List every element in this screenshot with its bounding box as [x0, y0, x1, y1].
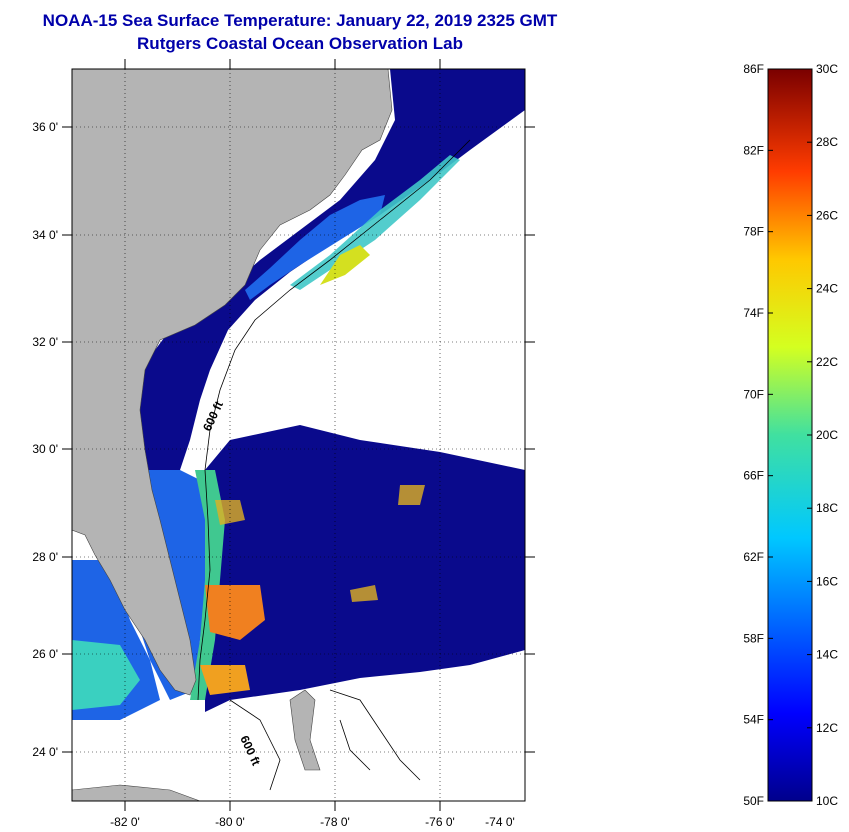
- colorbar-c-label: 24C: [816, 282, 838, 296]
- coastal-shelf-water: [245, 195, 385, 300]
- colorbar-f-label: 78F: [743, 225, 764, 239]
- lon-label-78: -78 0': [320, 815, 350, 829]
- colorbar-f-label: 66F: [743, 469, 764, 483]
- land-bahamas: [289, 689, 321, 771]
- warm-water-patch-south: [200, 665, 250, 695]
- lon-label-76: -76 0': [425, 815, 455, 829]
- bathymetry-contour: [197, 139, 471, 701]
- colorbar-c-label: 20C: [816, 428, 838, 442]
- colorbar-f-label: 82F: [743, 143, 764, 157]
- lat-label-36: 36 0': [32, 120, 58, 134]
- lat-label-24: 24 0': [32, 745, 58, 759]
- colorbar: 86F 82F 78F 74F 70F 66F 62F 58F 54F 50F 30C 28C 26C…: [743, 62, 838, 808]
- title-line-2: Rutgers Coastal Ocean Observation Lab: [137, 34, 463, 53]
- colorbar-f-ticks: 86F 82F 78F 74F 70F 66F 62F 58F 54F 50F: [743, 62, 773, 808]
- title-line-1: NOAA-15 Sea Surface Temperature: January…: [42, 11, 558, 30]
- colorbar-c-label: 18C: [816, 501, 838, 515]
- lat-label-30: 30 0': [32, 442, 58, 456]
- lat-ticks: [62, 126, 535, 753]
- colorbar-f-label: 74F: [743, 306, 764, 320]
- colorbar-f-label: 58F: [743, 631, 764, 645]
- colorbar-f-label: 70F: [743, 387, 764, 401]
- lat-label-34: 34 0': [32, 228, 58, 242]
- offshore-water: [205, 425, 525, 712]
- colorbar-c-label: 22C: [816, 355, 838, 369]
- colorbar-c-label: 28C: [816, 135, 838, 149]
- colorbar-gradient: [767, 68, 813, 802]
- land-cuba: [72, 784, 201, 801]
- colorbar-c-label: 30C: [816, 62, 838, 76]
- colorbar-c-label: 10C: [816, 794, 838, 808]
- lon-label-80: -80 0': [215, 815, 245, 829]
- gulf-stream-core: [320, 245, 370, 285]
- colorbar-f-label: 62F: [743, 550, 764, 564]
- colorbar-c-label: 26C: [816, 208, 838, 222]
- land-us: [72, 69, 393, 696]
- colorbar-f-label: 54F: [743, 713, 764, 727]
- lat-label-28: 28 0': [32, 550, 58, 564]
- lon-label-82: -82 0': [110, 815, 140, 829]
- map-area: 600 ft 600 ft: [72, 69, 525, 801]
- lon-label-74: -74 0': [485, 815, 515, 829]
- map-frame: [71, 68, 526, 802]
- colorbar-c-label: 14C: [816, 648, 838, 662]
- colorbar-c-label: 16C: [816, 574, 838, 588]
- mid-shelf-patches: [215, 485, 425, 602]
- northern-shelf-water: [130, 69, 525, 470]
- lat-label-32: 32 0': [32, 335, 58, 349]
- colorbar-f-label: 50F: [743, 794, 764, 808]
- warm-water-patch: [205, 585, 265, 640]
- colorbar-c-ticks: 30C 28C 26C 24C 22C 20C 18C 16C 14C 12C 10C: [807, 62, 838, 808]
- colorbar-f-label: 86F: [743, 62, 764, 76]
- bathymetry-contour-south: [229, 689, 421, 791]
- lat-label-26: 26 0': [32, 647, 58, 661]
- gulf-water-warm: [72, 640, 140, 710]
- colorbar-c-label: 12C: [816, 721, 838, 735]
- shelf-edge-warm-band: [290, 155, 460, 290]
- lon-ticks: [124, 59, 441, 811]
